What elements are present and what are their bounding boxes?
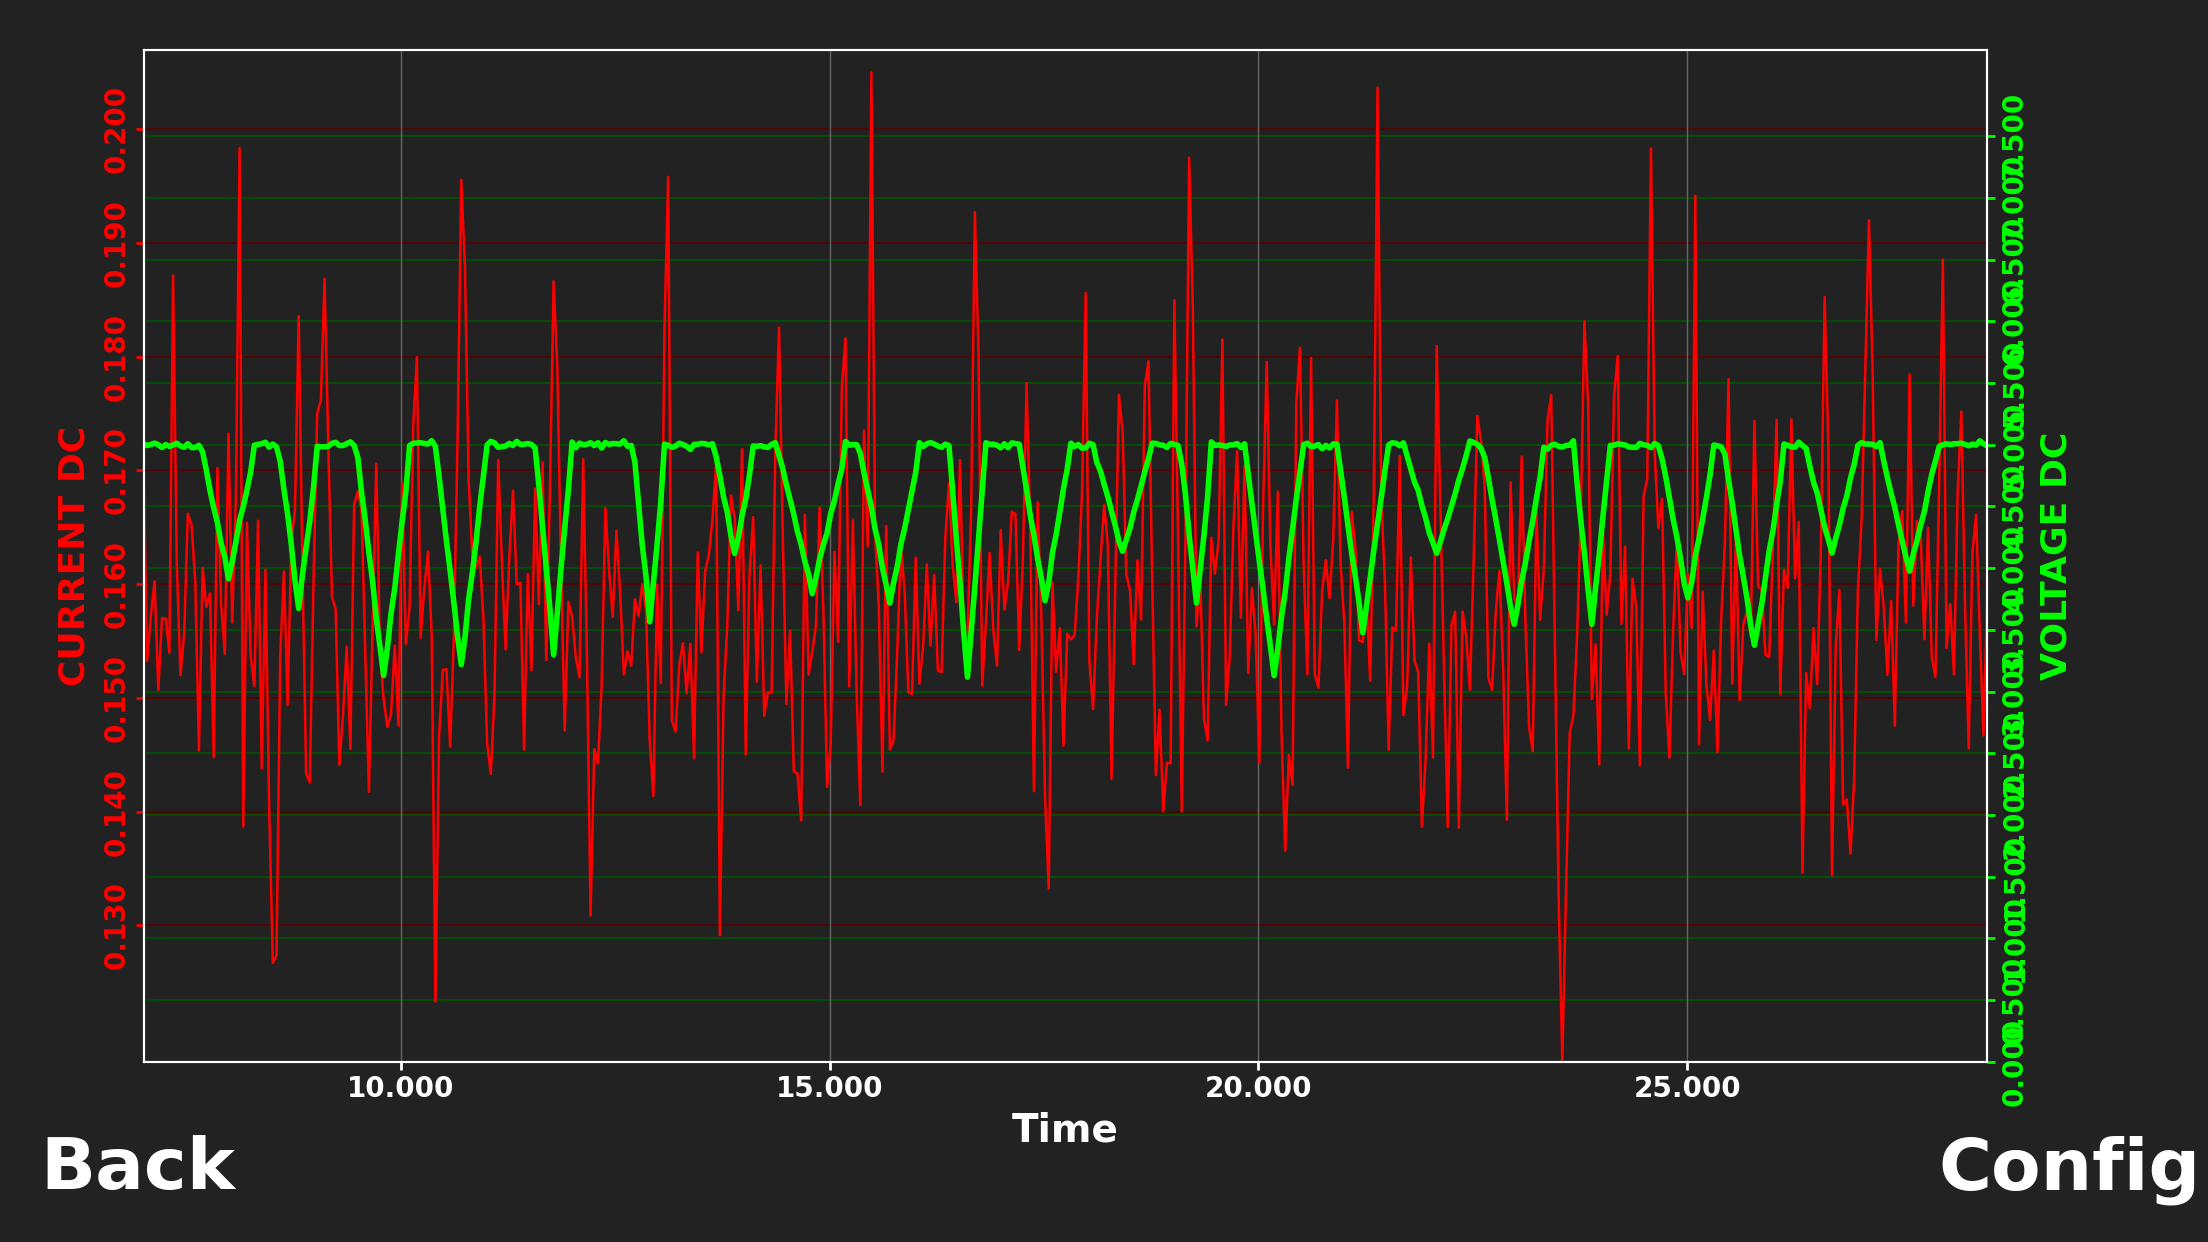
Y-axis label: VOLTAGE DC: VOLTAGE DC <box>2040 432 2073 679</box>
Text: Config: Config <box>1939 1135 2201 1205</box>
Y-axis label: CURRENT DC: CURRENT DC <box>57 426 91 686</box>
Text: Back: Back <box>40 1135 236 1205</box>
X-axis label: Time: Time <box>1011 1112 1119 1149</box>
